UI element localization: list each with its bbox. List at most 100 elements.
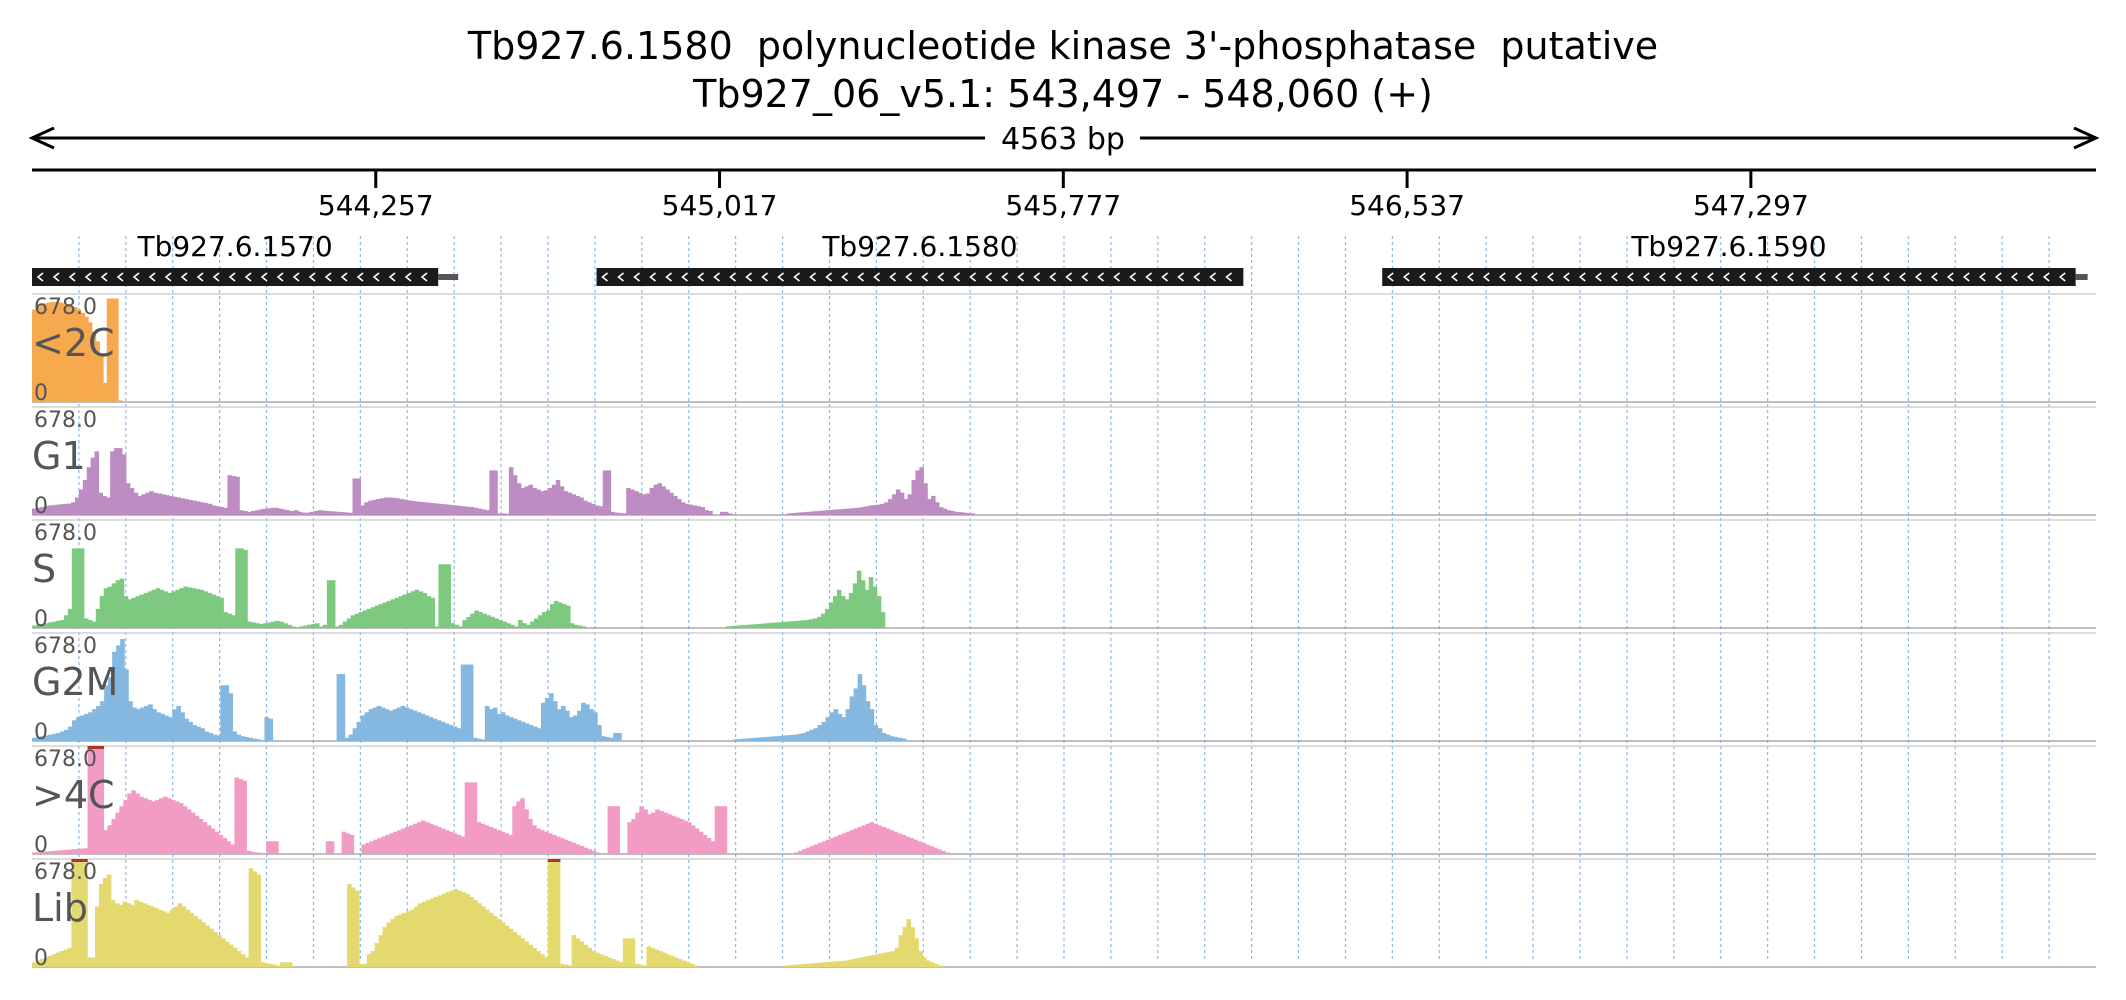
coverage-bar	[228, 944, 234, 967]
coverage-bar	[256, 739, 262, 741]
coverage-bar	[200, 502, 205, 515]
coverage-bar	[378, 604, 384, 628]
coverage-bar	[958, 512, 963, 515]
coverage-bar	[152, 709, 157, 741]
coverage-bar	[553, 701, 558, 741]
coverage-bar	[536, 728, 542, 741]
coverage-bar	[828, 602, 834, 628]
coverage-bar	[474, 610, 479, 628]
coverage-bar	[873, 725, 879, 741]
coverage-bar	[382, 602, 388, 628]
coverage-bar	[936, 849, 942, 854]
coverage-bar	[87, 746, 93, 854]
coverage-bar	[189, 912, 195, 967]
coverage-bar	[310, 624, 316, 628]
coverage-bar	[115, 580, 121, 628]
coverage-bar	[369, 841, 374, 854]
coverage-bar	[526, 624, 531, 628]
coverage-bar	[383, 497, 389, 515]
coverage-bar	[287, 624, 292, 628]
coverage-bar	[196, 501, 201, 515]
coverage-bar	[913, 839, 918, 854]
coverage-bar	[348, 734, 354, 741]
coverage-bar	[36, 737, 41, 741]
coverage-bar	[448, 725, 454, 741]
coverage-bar	[120, 639, 125, 741]
coverage-bar	[75, 859, 80, 967]
coverage-bar	[250, 511, 256, 515]
coverage-bar	[914, 938, 919, 967]
coverage-bar	[365, 842, 370, 854]
coverage-bar	[492, 916, 498, 967]
coverage-bar	[935, 502, 940, 515]
coverage-bar	[870, 955, 876, 967]
coverage-bar	[227, 475, 232, 515]
coverage-bar	[757, 737, 763, 741]
coverage-bar	[641, 494, 647, 515]
coverage-bar	[460, 664, 466, 741]
coverage-bar	[336, 511, 342, 515]
coverage-bar	[589, 709, 594, 741]
coverage-bar	[540, 830, 545, 854]
coverage-bar	[240, 954, 246, 967]
coverage-bar	[704, 510, 709, 515]
coverage-bar	[512, 718, 518, 741]
coverage-bar	[497, 513, 502, 515]
coverage-bar	[59, 951, 65, 967]
coverage-bar	[486, 615, 491, 628]
coverage-bar	[406, 592, 412, 628]
coverage-bar	[571, 842, 577, 854]
coverage-bar	[76, 309, 82, 402]
coverage-bar	[789, 621, 794, 628]
coverage-bar	[103, 830, 109, 854]
coverage-bar	[76, 717, 81, 741]
coverage-bar	[63, 849, 69, 854]
coverage-bar	[819, 962, 825, 967]
coverage-bar	[864, 589, 870, 628]
coverage-bar	[143, 798, 148, 854]
coverage-bar	[224, 685, 229, 741]
coverage-bar	[301, 512, 307, 515]
coverage-bar	[409, 825, 414, 854]
coverage-bar	[518, 620, 523, 628]
coverage-bar	[59, 850, 65, 854]
coverage-bar	[267, 622, 272, 628]
coverage-bar	[659, 810, 664, 854]
coverage-bar	[87, 620, 93, 628]
coverage-bar	[512, 931, 518, 967]
coverage-bar	[161, 494, 166, 515]
coverage-bar	[630, 938, 636, 967]
coverage-bar	[555, 836, 561, 854]
coverage-bar	[665, 489, 670, 515]
coverage-bar	[235, 476, 240, 515]
coverage-bar	[587, 849, 593, 854]
coverage-bar	[51, 954, 57, 967]
coverage-bar	[147, 799, 152, 854]
coverage-bar	[373, 839, 378, 854]
coverage-bar	[341, 831, 347, 854]
x-tick-label: 546,537	[1349, 189, 1465, 222]
coverage-bar	[407, 500, 412, 515]
coverage-bar	[805, 620, 810, 628]
coverage-bar	[388, 710, 394, 741]
coverage-bar	[330, 580, 336, 628]
coverage-bar	[88, 712, 93, 741]
coverage-bar	[268, 718, 274, 741]
coverage-bar	[404, 707, 410, 741]
coverage-bar	[469, 896, 474, 967]
coverage-bar	[918, 951, 923, 967]
coverage-bar	[238, 779, 243, 854]
coverage-bar	[403, 499, 408, 515]
coverage-bar	[861, 685, 867, 741]
coverage-bar	[500, 922, 506, 967]
coverage-bar	[358, 612, 364, 628]
coverage-bar	[397, 830, 402, 854]
coverage-bar	[94, 451, 100, 515]
coverage-bar	[585, 704, 590, 741]
coverage-bar	[473, 507, 479, 515]
coverage-bar	[429, 898, 435, 967]
coverage-bar	[877, 728, 883, 741]
coverage-bar	[897, 737, 903, 741]
coverage-bar	[496, 713, 502, 741]
coverage-bar	[194, 815, 200, 854]
